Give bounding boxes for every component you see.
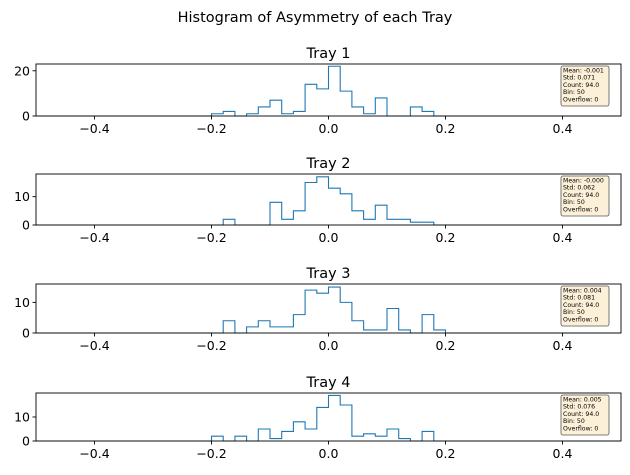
x-tick-label: −0.4: [79, 338, 109, 353]
y-tick-label: 10: [14, 410, 30, 425]
x-tick-label: 0.4: [553, 338, 573, 353]
stats-line: Std: 0.081: [563, 295, 595, 302]
x-tick-label: 0.4: [553, 121, 573, 136]
histogram-series: [36, 394, 621, 442]
x-tick-label: −0.2: [196, 121, 226, 136]
stats-box: [560, 285, 610, 327]
stats-line: Count: 94.0: [563, 302, 599, 309]
stats-line: Mean: 0.005: [563, 397, 602, 404]
stats-line: Count: 94.0: [563, 192, 599, 199]
stats-line: Overflow: 0: [563, 425, 598, 432]
x-tick-label: 0.2: [436, 230, 456, 245]
stats-line: Mean: 0.004: [563, 288, 602, 295]
histogram-series: [36, 65, 621, 117]
x-tick-label: 0.0: [319, 230, 339, 245]
stats-line: Overflow: 0: [563, 206, 598, 213]
x-tick-label: −0.2: [196, 446, 226, 461]
x-tick-label: 0.2: [436, 121, 456, 136]
axes-title: Tray 3: [306, 266, 351, 282]
stats-line: Bin: 50: [563, 199, 585, 206]
panel-tray-3: Tray 3 −0.4 −0.2 0.0 0.2 0.4 0 10 Mean: 0.004Std…: [14, 266, 622, 353]
stats-line: Overflow: 0: [563, 96, 598, 103]
stats-line: Count: 94.0: [563, 411, 599, 418]
panel-tray-4: Tray 4 −0.4 −0.2 0.0 0.2 0.4 0 10 Mean: 0.005Std…: [14, 375, 622, 461]
x-tick-label: 0.0: [319, 446, 339, 461]
x-tick-label: 0.4: [553, 446, 573, 461]
stats-line: Bin: 50: [563, 418, 585, 425]
stats-line: Mean: -0.000: [563, 178, 604, 185]
x-tick-label: 0.2: [436, 446, 456, 461]
stats-box: [560, 175, 610, 217]
x-tick-label: −0.2: [196, 338, 226, 353]
stats-line: Mean: -0.001: [563, 68, 604, 75]
y-tick-label: 0: [22, 218, 30, 233]
axes-title: Tray 4: [306, 375, 351, 391]
y-tick-label: 0: [22, 434, 30, 449]
stats-line: Std: 0.062: [563, 185, 595, 192]
x-tick-label: 0.0: [319, 121, 339, 136]
panel-tray-1: Tray 1 −0.4 −0.2 0.0 0.2 0.4 0 20 Mean: -0.001St…: [14, 46, 622, 136]
panel-tray-2: Tray 2 −0.4 −0.2 0.0 0.2 0.4 0 10 Mean: -0.000St…: [14, 156, 622, 245]
stats-box: [560, 394, 610, 436]
y-tick-label: 10: [14, 189, 30, 204]
figure-title: Histogram of Asymmetry of each Tray: [178, 10, 453, 26]
x-tick-label: 0.2: [436, 338, 456, 353]
x-tick-label: −0.4: [79, 446, 109, 461]
y-tick-label: 0: [22, 109, 30, 124]
histogram-series: [36, 176, 621, 226]
axes-title: Tray 2: [306, 156, 351, 172]
axes-title: Tray 1: [306, 46, 351, 62]
x-tick-label: 0.4: [553, 230, 573, 245]
x-tick-label: −0.4: [79, 230, 109, 245]
x-tick-label: −0.4: [79, 121, 109, 136]
y-tick-label: 20: [14, 63, 30, 78]
y-tick-label: 10: [14, 295, 30, 310]
stats-line: Bin: 50: [563, 89, 585, 96]
stats-line: Overflow: 0: [563, 316, 598, 323]
stats-line: Bin: 50: [563, 309, 585, 316]
x-tick-label: −0.2: [196, 230, 226, 245]
stats-line: Std: 0.076: [563, 404, 595, 411]
stats-line: Std: 0.071: [563, 75, 595, 82]
x-tick-label: 0.0: [319, 338, 339, 353]
histogram-series: [36, 286, 621, 334]
y-tick-label: 0: [22, 326, 30, 341]
stats-line: Count: 94.0: [563, 82, 599, 89]
stats-box: [560, 65, 610, 107]
